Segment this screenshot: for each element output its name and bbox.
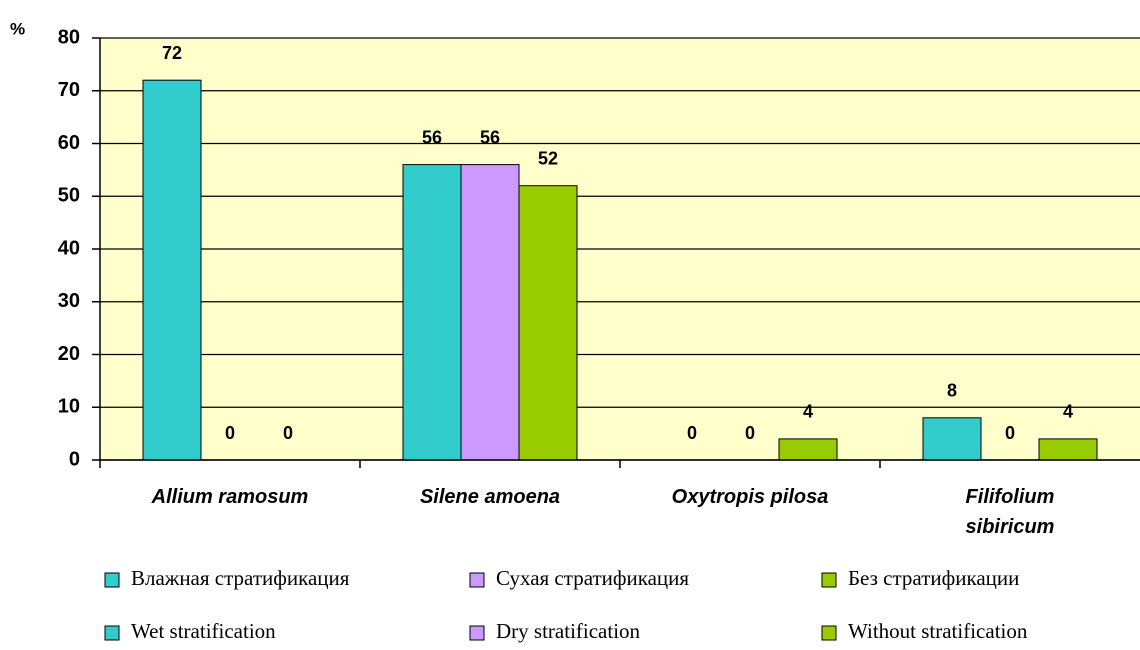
x-tick-label: Silene amoena (419, 486, 561, 508)
bar (402, 164, 462, 461)
y-tick-label: 80 (58, 26, 80, 48)
y-unit: % (10, 19, 25, 38)
legend-label: Wet stratification (131, 619, 276, 643)
legend-swatch (469, 572, 485, 588)
legend-swatch (104, 625, 120, 641)
x-label-box: Oxytropis pilosa (671, 486, 829, 508)
legend-label: Сухая стратификация (496, 566, 689, 590)
legend-label: Dry stratification (496, 619, 641, 643)
bar (922, 417, 982, 461)
value-label: 4 (803, 402, 813, 422)
y-tick-label: 20 (58, 343, 80, 365)
bar (778, 438, 838, 461)
legend-swatch (104, 572, 120, 588)
y-tick-label: 50 (58, 185, 80, 207)
legend-label: Without stratification (848, 619, 1028, 643)
x-label-box: Silene amoena (419, 486, 561, 508)
bar (518, 185, 578, 461)
bar (460, 164, 520, 461)
x-tick-label: Filifolium sibiricum (965, 486, 1055, 538)
legend-label: Без стратификации (848, 566, 1019, 590)
y-tick-label: 70 (58, 79, 80, 101)
value-label: 56 (422, 127, 442, 147)
x-label-box: Filifolium sibiricum (965, 486, 1055, 538)
bar (1038, 438, 1098, 461)
x-label-box: Allium ramosum (151, 486, 309, 508)
legend-label: Влажная стратификация (131, 566, 350, 590)
value-label: 8 (947, 381, 957, 401)
value-label: 0 (687, 423, 697, 443)
value-label: 52 (538, 148, 558, 168)
value-label: 72 (162, 43, 182, 63)
y-tick-label: 0 (69, 448, 80, 470)
value-label: 0 (1005, 423, 1015, 443)
y-tick-label: 60 (58, 132, 80, 154)
bar (142, 79, 202, 461)
legend-swatch (821, 572, 837, 588)
y-tick-label: 10 (58, 396, 80, 418)
x-tick-label: Oxytropis pilosa (671, 486, 829, 508)
x-tick-label: Allium ramosum (151, 486, 309, 508)
value-label: 56 (480, 127, 500, 147)
value-label: 0 (225, 423, 235, 443)
value-label: 4 (1063, 402, 1073, 422)
y-tick-label: 30 (58, 290, 80, 312)
value-label: 0 (283, 423, 293, 443)
legend-swatch (821, 625, 837, 641)
y-tick-label: 40 (58, 237, 80, 259)
legend-swatch (469, 625, 485, 641)
value-label: 0 (745, 423, 755, 443)
